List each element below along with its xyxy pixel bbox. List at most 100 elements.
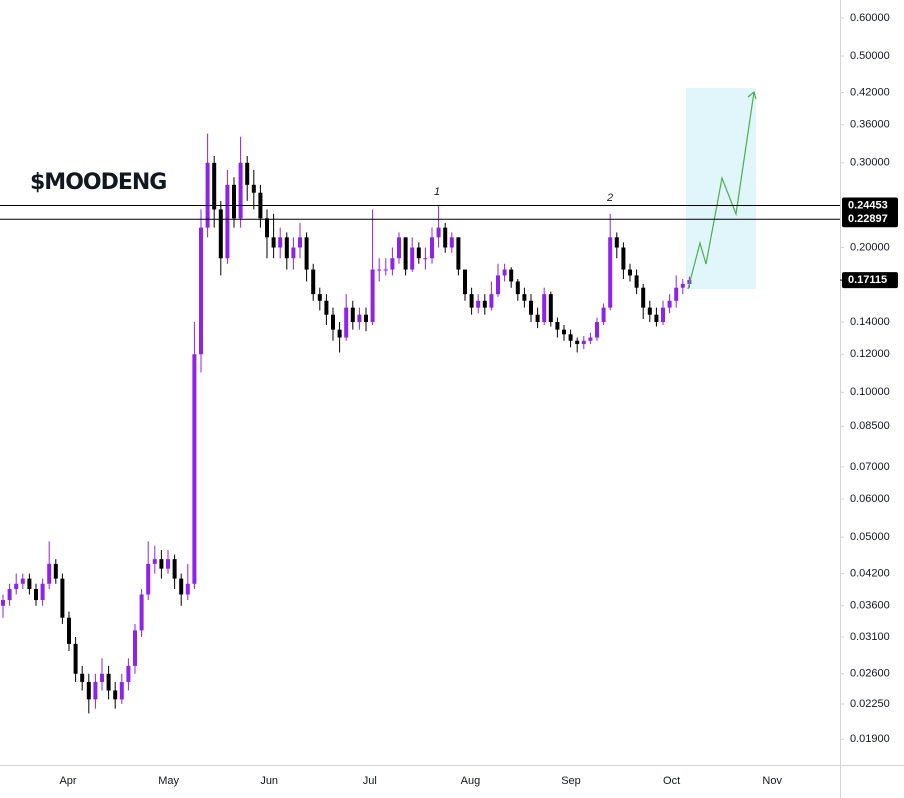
candle-body bbox=[73, 643, 78, 674]
candle-body bbox=[555, 322, 560, 330]
candle-body bbox=[542, 294, 547, 323]
candle-body bbox=[469, 294, 474, 308]
y-tick-label: 0.02250 bbox=[850, 698, 890, 710]
candle-body bbox=[271, 237, 276, 248]
candle-body bbox=[674, 287, 679, 301]
candle-body bbox=[192, 354, 197, 584]
y-tick-label: 0.04200 bbox=[850, 567, 890, 579]
candle-body bbox=[20, 578, 25, 584]
y-tick-label: 0.03600 bbox=[850, 600, 890, 612]
candle-body bbox=[238, 162, 243, 219]
y-tick-label: 0.50000 bbox=[850, 50, 890, 62]
candle-body bbox=[410, 247, 415, 270]
candle-body bbox=[562, 329, 566, 335]
y-tick-label: 0.42000 bbox=[850, 86, 890, 98]
x-tick-label: Apr bbox=[59, 775, 76, 787]
candle-body bbox=[601, 307, 606, 323]
y-tick-label: 0.12000 bbox=[850, 348, 890, 360]
candle-body bbox=[1, 600, 5, 606]
candle-body bbox=[185, 583, 190, 595]
y-tick-label: 0.06000 bbox=[850, 493, 890, 505]
candle-body bbox=[463, 269, 467, 295]
candle-body bbox=[509, 269, 514, 282]
annotation: 1 bbox=[434, 186, 440, 198]
candle-body bbox=[199, 227, 203, 355]
candle-body bbox=[628, 269, 632, 276]
candle-body bbox=[634, 275, 639, 288]
candle-body bbox=[529, 300, 533, 315]
candle-body bbox=[344, 307, 349, 338]
candle-body bbox=[80, 673, 85, 682]
candle-body bbox=[152, 559, 157, 564]
candle-body bbox=[218, 209, 223, 259]
candle-body bbox=[93, 681, 98, 700]
candle-body bbox=[377, 269, 382, 271]
candle-body bbox=[100, 673, 104, 682]
candle-body bbox=[449, 237, 454, 248]
candle-body bbox=[298, 237, 302, 248]
candle-body bbox=[232, 184, 236, 219]
candle-body bbox=[641, 287, 646, 308]
candle-body bbox=[317, 294, 322, 301]
x-tick-label: May bbox=[158, 775, 179, 787]
candle-body bbox=[614, 237, 619, 248]
candle-body bbox=[654, 314, 659, 323]
candle-body bbox=[133, 630, 137, 666]
candle-body bbox=[60, 578, 65, 618]
candle-body bbox=[496, 275, 500, 295]
candle-body bbox=[331, 314, 335, 330]
level-label: 0.22897 bbox=[848, 213, 888, 225]
y-tick-label: 0.08500 bbox=[850, 420, 890, 432]
x-tick-label: Jul bbox=[363, 775, 377, 787]
candle-body bbox=[139, 594, 144, 631]
candle-body bbox=[390, 258, 395, 270]
level-label-box bbox=[842, 211, 898, 228]
level-label: 0.24453 bbox=[848, 199, 888, 211]
candle-body bbox=[436, 227, 441, 238]
candle-body bbox=[588, 337, 593, 341]
projection-arrowhead bbox=[747, 90, 757, 100]
candle-body bbox=[515, 281, 520, 295]
candle-body bbox=[40, 583, 45, 601]
candle-body bbox=[364, 314, 368, 323]
candle-body bbox=[535, 314, 540, 323]
candle-body bbox=[126, 665, 131, 682]
candle-body bbox=[265, 218, 269, 238]
candle-body bbox=[225, 184, 230, 259]
candle-body bbox=[53, 563, 58, 579]
candle-body bbox=[489, 294, 494, 308]
y-tick-label: 0.14000 bbox=[850, 316, 890, 328]
candle-body bbox=[621, 247, 626, 270]
level-label-box bbox=[842, 197, 898, 214]
candle-body bbox=[482, 300, 487, 308]
candle-body bbox=[245, 162, 250, 185]
candle-body bbox=[608, 237, 613, 308]
y-tick-label: 0.03100 bbox=[850, 631, 890, 643]
candle-body bbox=[581, 340, 586, 345]
y-tick-label: 0.01900 bbox=[850, 733, 890, 745]
candle-body bbox=[476, 300, 481, 308]
candle-body bbox=[370, 269, 375, 323]
candle-body bbox=[172, 559, 177, 579]
candle-body bbox=[119, 681, 124, 700]
candle-body bbox=[212, 162, 217, 210]
x-tick-label: Jun bbox=[260, 775, 278, 787]
candle-body bbox=[548, 294, 553, 323]
candle-body bbox=[680, 283, 685, 288]
candle-body bbox=[337, 329, 342, 338]
candle-body bbox=[291, 247, 296, 259]
candle-body bbox=[647, 307, 652, 315]
candle-body bbox=[416, 247, 421, 259]
candle-body bbox=[146, 563, 151, 595]
candle-body bbox=[456, 237, 461, 270]
y-tick-label: 0.20000 bbox=[850, 241, 890, 253]
candle-body bbox=[113, 690, 118, 700]
x-tick-label: Aug bbox=[461, 775, 481, 787]
candle-body bbox=[443, 227, 448, 248]
candle-body bbox=[67, 617, 71, 644]
candle-body bbox=[159, 559, 164, 569]
candle-body bbox=[350, 307, 355, 323]
y-tick-label: 0.36000 bbox=[850, 119, 890, 131]
